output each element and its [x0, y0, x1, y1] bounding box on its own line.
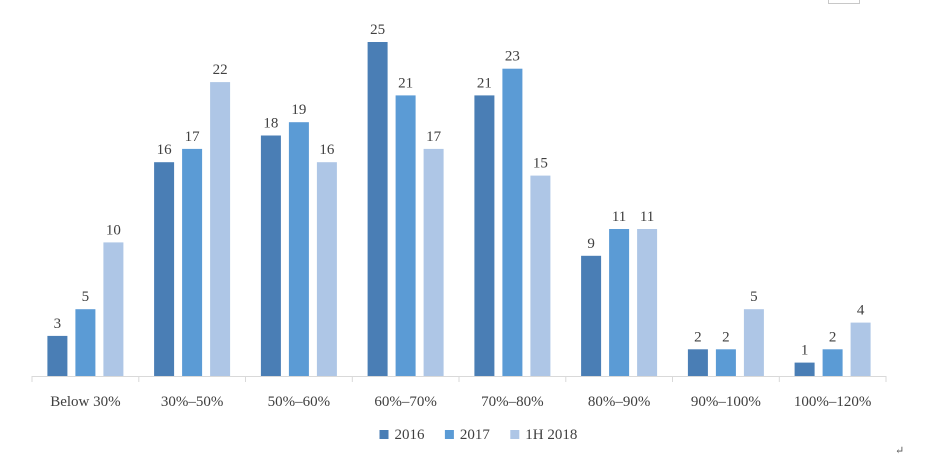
- legend-swatch: [379, 430, 389, 439]
- data-label: 4: [857, 303, 865, 319]
- data-label: 22: [213, 62, 228, 78]
- data-label: 25: [370, 22, 385, 38]
- bar: [474, 95, 495, 377]
- x-tick-label: 80%–90%: [588, 394, 651, 410]
- corner-artifact: [828, 0, 860, 4]
- data-label: 18: [263, 116, 278, 132]
- bar: [502, 68, 523, 376]
- bar: [395, 95, 416, 377]
- bar: [47, 335, 68, 376]
- data-label: 16: [319, 142, 335, 158]
- bar: [75, 309, 96, 376]
- data-label: 5: [82, 289, 90, 305]
- bar: [423, 148, 444, 376]
- x-tick-label: Below 30%: [50, 394, 120, 410]
- bar: [210, 82, 231, 376]
- legend-label: 2017: [460, 427, 491, 443]
- bar: [182, 148, 203, 376]
- data-label: 2: [694, 329, 702, 345]
- bar: [288, 122, 309, 376]
- bar: [367, 42, 388, 376]
- x-axis: Below 30% 30%–50% 50%–60% 60%–70% 70%–80% 80%…: [31, 376, 887, 410]
- bar: [822, 349, 843, 376]
- bars-layer: [47, 42, 871, 377]
- bar: [794, 362, 815, 376]
- data-label: 2: [829, 329, 837, 345]
- bar: [715, 349, 736, 376]
- data-label: 16: [157, 142, 173, 158]
- data-label: 10: [106, 222, 121, 238]
- bar: [316, 162, 337, 376]
- bar: [637, 229, 658, 376]
- x-tick-label: 70%–80%: [481, 394, 544, 410]
- legend-swatch: [444, 430, 454, 439]
- bar: [260, 135, 281, 376]
- x-tick-label: 30%–50%: [161, 394, 224, 410]
- bar: [581, 255, 602, 376]
- data-label: 1: [801, 343, 809, 359]
- legend-label: 1H 2018: [525, 427, 577, 443]
- data-label: 23: [505, 49, 520, 65]
- legend-swatch: [510, 430, 520, 439]
- bar: [850, 322, 871, 376]
- data-label: 11: [612, 209, 626, 225]
- legend-label: 2016: [395, 427, 426, 443]
- bar: [609, 229, 630, 376]
- data-label: 19: [291, 102, 306, 118]
- paragraph-return-mark: ↵: [895, 445, 905, 457]
- x-tick-label: 60%–70%: [374, 394, 437, 410]
- data-label: 2: [722, 329, 730, 345]
- bar: [103, 242, 124, 376]
- data-label: 15: [533, 156, 548, 172]
- data-label: 21: [477, 75, 492, 91]
- data-label: 17: [185, 129, 201, 145]
- bar: [530, 175, 551, 376]
- bar: [743, 309, 764, 376]
- x-tick-label: 50%–60%: [268, 394, 331, 410]
- data-label: 5: [750, 289, 758, 305]
- data-label: 17: [426, 129, 442, 145]
- data-label: 11: [640, 209, 654, 225]
- data-label: 9: [587, 236, 595, 252]
- data-label: 3: [54, 316, 62, 332]
- legend: 2016 2017 1H 2018: [379, 427, 577, 443]
- data-label: 21: [398, 75, 413, 91]
- x-tick-label: 90%–100%: [691, 394, 761, 410]
- x-tick-label: 100%–120%: [794, 394, 872, 410]
- bar: [154, 162, 175, 376]
- bar: [687, 349, 708, 376]
